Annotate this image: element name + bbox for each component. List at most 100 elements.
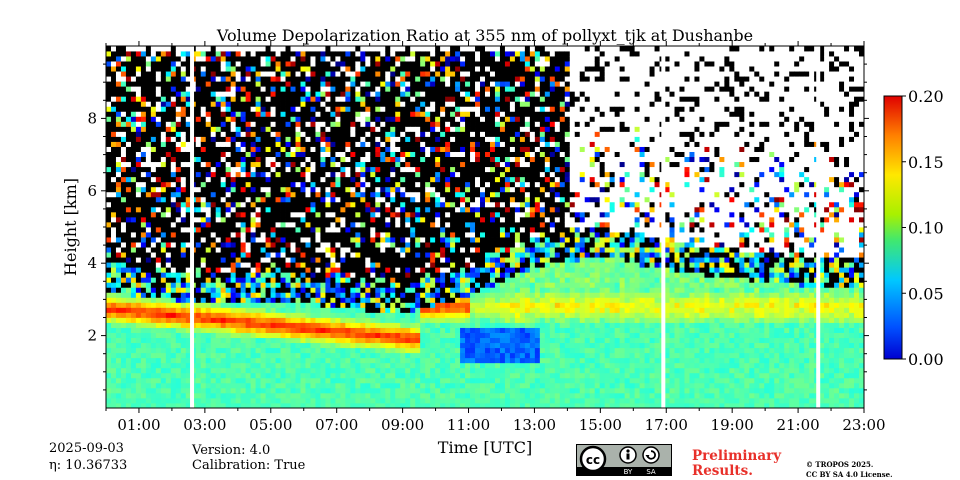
heatmap-cell — [150, 156, 157, 163]
heatmap-cell — [140, 166, 147, 173]
heatmap-cell — [200, 257, 207, 263]
heatmap-cell — [420, 327, 426, 333]
heatmap-cell — [260, 156, 266, 163]
heatmap-cell — [435, 377, 441, 384]
heatmap-cell — [415, 357, 421, 364]
heatmap-cell — [225, 347, 232, 354]
heatmap-cell — [315, 221, 321, 228]
heatmap-cell — [115, 91, 122, 97]
heatmap-cell — [215, 367, 222, 374]
heatmap-cell — [305, 352, 311, 359]
heatmap-cell — [290, 297, 296, 303]
heatmap-cell — [330, 136, 336, 142]
heatmap-cell — [180, 181, 187, 188]
heatmap-cell — [300, 332, 306, 339]
heatmap-cell — [155, 176, 162, 183]
heatmap-cell — [270, 221, 276, 228]
heatmap-cell — [330, 302, 336, 308]
heatmap-cell — [375, 111, 381, 117]
heatmap-cell — [405, 392, 411, 399]
heatmap-cell — [400, 116, 406, 122]
heatmap-cell — [375, 171, 381, 178]
heatmap-cell — [285, 151, 291, 158]
heatmap-cell — [285, 56, 291, 62]
heatmap-cell — [325, 247, 331, 253]
heatmap-cell — [415, 136, 421, 142]
heatmap-cell — [195, 96, 202, 102]
heatmap-cell — [195, 86, 202, 92]
heatmap-cell — [185, 131, 192, 137]
heatmap-cell — [215, 126, 222, 132]
heatmap-cell — [106, 242, 112, 248]
heatmap-cell — [295, 377, 301, 384]
heatmap-cell — [185, 312, 192, 318]
heatmap-cell — [375, 66, 381, 72]
heatmap-cell — [335, 161, 341, 168]
heatmap-cell — [370, 337, 376, 344]
heatmap-cell — [135, 151, 142, 158]
heatmap-cell — [180, 91, 187, 97]
heatmap-cell — [145, 297, 152, 303]
heatmap-cell — [170, 277, 177, 283]
heatmap-cell — [230, 156, 237, 163]
heatmap-cell — [340, 91, 346, 97]
heatmap-cell — [140, 136, 147, 142]
heatmap-cell — [385, 96, 391, 102]
heatmap-cell — [170, 51, 177, 57]
heatmap-cell — [275, 186, 281, 193]
heatmap-cell — [120, 221, 127, 228]
heatmap-cell — [120, 51, 127, 57]
heatmap-cell — [150, 161, 157, 168]
heatmap-cell — [285, 146, 291, 152]
heatmap-cell — [265, 297, 271, 303]
heatmap-cell — [435, 186, 441, 193]
heatmap-cell — [285, 206, 291, 213]
heatmap-cell — [120, 76, 127, 82]
heatmap-cell — [125, 307, 132, 313]
heatmap-cell — [260, 191, 266, 198]
heatmap-cell — [440, 322, 446, 328]
heatmap-cell — [390, 367, 396, 374]
heatmap-cell — [360, 357, 366, 364]
heatmap-cell — [155, 397, 162, 404]
heatmap-cell — [240, 327, 247, 333]
heatmap-cell — [235, 181, 242, 188]
heatmap-cell — [300, 282, 306, 288]
heatmap-cell — [290, 206, 296, 213]
heatmap-cell — [295, 367, 301, 374]
heatmap-cell — [310, 227, 316, 233]
heatmap-cell — [380, 151, 386, 158]
heatmap-cell — [440, 171, 446, 178]
heatmap-cell — [400, 206, 406, 213]
heatmap-cell — [355, 166, 361, 173]
heatmap-cell — [240, 372, 247, 379]
heatmap-cell — [385, 221, 391, 228]
heatmap-cell — [360, 211, 366, 218]
heatmap-cell — [280, 267, 286, 273]
heatmap-cell — [310, 161, 316, 168]
heatmap-cell — [215, 51, 222, 57]
heatmap-cell — [210, 121, 217, 127]
heatmap-cell — [380, 136, 386, 142]
heatmap-cell — [245, 377, 252, 384]
heatmap-cell — [250, 136, 257, 142]
heatmap-cell — [240, 71, 247, 77]
heatmap-cell — [290, 221, 296, 228]
heatmap-cell — [365, 227, 371, 233]
heatmap-cell — [320, 66, 326, 72]
heatmap-cell — [250, 141, 257, 147]
heatmap-cell — [300, 287, 306, 293]
heatmap-cell — [410, 181, 416, 188]
heatmap-cell — [305, 151, 311, 158]
heatmap-cell — [260, 51, 266, 57]
heatmap-cell — [130, 342, 137, 349]
heatmap-cell — [220, 136, 227, 142]
heatmap-cell — [215, 206, 222, 213]
heatmap-cell — [395, 362, 401, 369]
heatmap-cell — [150, 216, 157, 223]
heatmap-cell — [205, 61, 212, 67]
heatmap-cell — [405, 287, 411, 293]
heatmap-cell — [305, 392, 311, 399]
heatmap-cell — [270, 367, 276, 374]
heatmap-cell — [355, 297, 361, 303]
